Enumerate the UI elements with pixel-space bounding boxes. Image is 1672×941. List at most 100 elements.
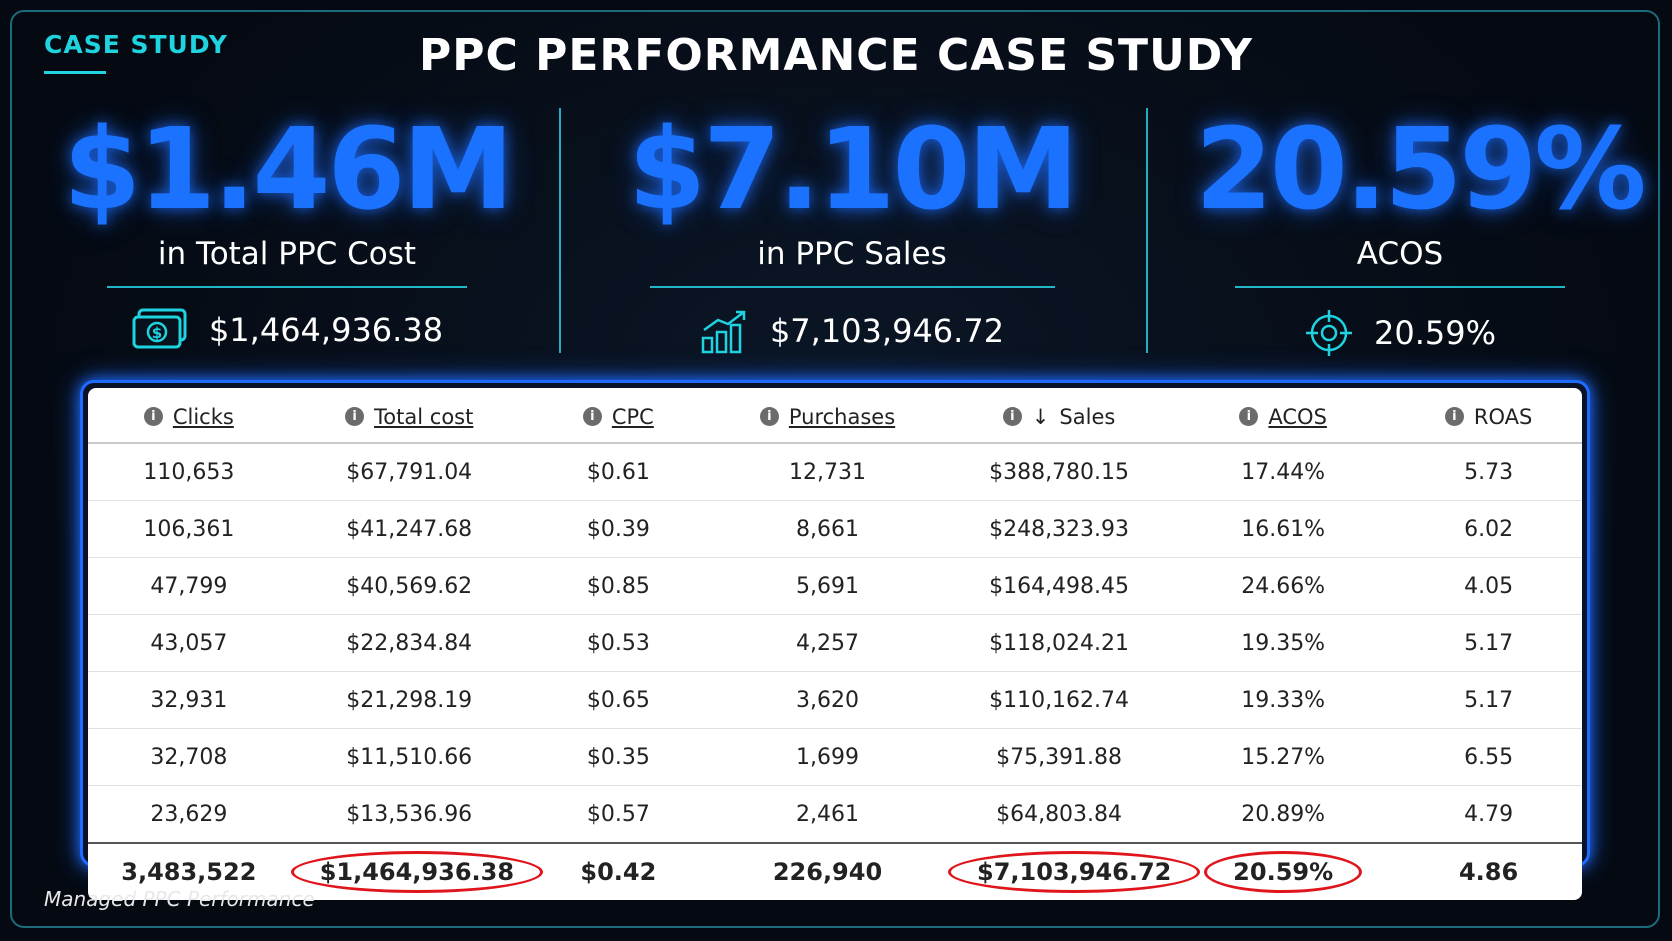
cell-clicks: 47,799 <box>88 557 290 615</box>
kpi-total-cost: $1.46M in Total PPC Cost $ $1,464,936.38 <box>62 105 514 352</box>
total-cpc: $0.42 <box>528 842 708 900</box>
cell-total-cost: $21,298.19 <box>289 671 529 729</box>
cell-total-cost: $67,791.04 <box>289 443 529 501</box>
kpi-sales-label: in PPC Sales <box>757 236 947 272</box>
cell-purchases: 4,257 <box>707 614 948 672</box>
kpi-acos: 20.59% ACOS 20.59% <box>1195 105 1646 358</box>
cell-cpc: $0.53 <box>528 614 708 672</box>
cell-total-cost: $41,247.68 <box>289 500 529 558</box>
cell-purchases: 1,699 <box>707 728 948 786</box>
table-body: 110,653 $67,791.04 $0.61 12,731 $388,780.15 1… <box>88 443 1582 900</box>
info-icon[interactable]: i <box>759 407 779 427</box>
cell-acos: 20.89% <box>1171 785 1396 844</box>
cell-clicks: 106,361 <box>88 500 290 558</box>
cell-purchases: 12,731 <box>707 443 948 501</box>
table-header-row: i Clicks i Total cost i CPC i Purchases i ↓ Sa… <box>88 388 1582 444</box>
target-icon <box>1304 308 1354 358</box>
cell-clicks: 32,931 <box>88 671 290 729</box>
cell-acos: 19.33% <box>1171 671 1396 729</box>
table-total-row: 3,483,522 $1,464,936.38 $0.42 226,940 $7,103… <box>88 842 1582 900</box>
tag-underline <box>44 71 106 74</box>
cell-sales: $164,498.45 <box>947 557 1172 615</box>
total-acos: 20.59% <box>1171 842 1396 900</box>
kpi-sales: $7.10M in PPC Sales $7,103,946.72 <box>622 110 1082 354</box>
kpi-total-cost-detail: $1,464,936.38 <box>208 311 444 349</box>
kpi-sales-detail-row: $7,103,946.72 <box>622 308 1082 354</box>
kpi-separator <box>1146 108 1148 353</box>
cell-total-cost: $40,569.62 <box>289 557 529 615</box>
total-sales: $7,103,946.72 <box>947 842 1201 900</box>
money-icon: $ <box>131 308 189 352</box>
kpi-acos-label: ACOS <box>1356 236 1444 272</box>
kpi-divider <box>107 286 467 288</box>
table-row: 110,653 $67,791.04 $0.61 12,731 $388,780.15 1… <box>88 443 1582 501</box>
footer-caption: Managed PPC Performance <box>44 887 315 911</box>
cell-sales: $118,024.21 <box>947 614 1172 672</box>
info-icon[interactable]: i <box>1444 407 1464 427</box>
cell-purchases: 2,461 <box>707 785 948 844</box>
column-header-total-cost[interactable]: i Total cost <box>289 388 529 444</box>
svg-text:$: $ <box>152 324 162 342</box>
page-title: PPC PERFORMANCE CASE STUDY <box>419 30 1253 81</box>
column-header-sales[interactable]: i ↓ Sales <box>947 388 1172 444</box>
cell-cpc: $0.35 <box>528 728 708 786</box>
total-clicks: 3,483,522 <box>88 842 290 900</box>
cell-cpc: $0.57 <box>528 785 708 844</box>
column-header-clicks[interactable]: i Clicks <box>88 388 290 444</box>
cell-roas: 5.73 <box>1395 443 1582 501</box>
cell-cpc: $0.85 <box>528 557 708 615</box>
highlight-circle: 20.59% <box>1204 851 1363 893</box>
cell-sales: $388,780.15 <box>947 443 1172 501</box>
kpi-divider <box>1235 286 1565 288</box>
cell-clicks: 32,708 <box>88 728 290 786</box>
cell-sales: $248,323.93 <box>947 500 1172 558</box>
cell-purchases: 8,661 <box>707 500 948 558</box>
cell-total-cost: $13,536.96 <box>289 785 529 844</box>
highlight-circle: $1,464,936.38 <box>290 851 544 893</box>
growth-chart-icon <box>700 308 750 354</box>
cell-roas: 6.55 <box>1395 728 1582 786</box>
cell-clicks: 110,653 <box>88 443 290 501</box>
cell-cpc: $0.61 <box>528 443 708 501</box>
cell-clicks: 43,057 <box>88 614 290 672</box>
cell-roas: 5.17 <box>1395 671 1582 729</box>
column-header-roas[interactable]: i ROAS <box>1395 388 1582 444</box>
column-header-cpc[interactable]: i CPC <box>528 388 708 444</box>
cell-roas: 5.17 <box>1395 614 1582 672</box>
info-icon[interactable]: i <box>143 407 163 427</box>
info-icon[interactable]: i <box>582 407 602 427</box>
info-icon[interactable]: i <box>1002 407 1022 427</box>
kpi-total-cost-detail-row: $ $1,464,936.38 <box>62 308 512 352</box>
info-icon[interactable]: i <box>345 407 365 427</box>
column-header-purchases[interactable]: i Purchases <box>707 388 948 444</box>
cell-sales: $110,162.74 <box>947 671 1172 729</box>
cell-total-cost: $11,510.66 <box>289 728 529 786</box>
cell-purchases: 5,691 <box>707 557 948 615</box>
kpi-acos-big: 20.59% <box>1195 105 1646 235</box>
table-row: 106,361 $41,247.68 $0.39 8,661 $248,323.93 16… <box>88 500 1582 558</box>
kpi-total-cost-big: $1.46M <box>63 105 514 235</box>
cell-roas: 4.79 <box>1395 785 1582 844</box>
column-header-acos[interactable]: i ACOS <box>1171 388 1396 444</box>
cell-acos: 19.35% <box>1171 614 1396 672</box>
case-study-tag: CASE STUDY <box>44 30 228 59</box>
kpi-separator <box>559 108 561 353</box>
cell-acos: 16.61% <box>1171 500 1396 558</box>
cell-sales: $64,803.84 <box>947 785 1172 844</box>
table-row: 43,057 $22,834.84 $0.53 4,257 $118,024.21 19.… <box>88 614 1582 672</box>
cell-total-cost: $22,834.84 <box>289 614 529 672</box>
kpi-sales-big: $7.10M <box>628 105 1079 235</box>
kpi-sales-detail: $7,103,946.72 <box>769 312 1005 350</box>
cell-acos: 17.44% <box>1171 443 1396 501</box>
performance-table-panel: i Clicks i Total cost i CPC i Purchases i ↓ Sa… <box>80 380 1590 900</box>
table-row: 32,708 $11,510.66 $0.35 1,699 $75,391.88 15.2… <box>88 728 1582 786</box>
total-purchases: 226,940 <box>707 842 948 900</box>
table-row: 47,799 $40,569.62 $0.85 5,691 $164,498.45 24.… <box>88 557 1582 615</box>
kpi-acos-detail-row: 20.59% <box>1195 308 1605 358</box>
table-row: 32,931 $21,298.19 $0.65 3,620 $110,162.74 19.… <box>88 671 1582 729</box>
total-total-cost: $1,464,936.38 <box>289 842 544 900</box>
info-icon[interactable]: i <box>1239 407 1259 427</box>
cell-sales: $75,391.88 <box>947 728 1172 786</box>
cell-clicks: 23,629 <box>88 785 290 844</box>
total-roas: 4.86 <box>1395 842 1582 900</box>
